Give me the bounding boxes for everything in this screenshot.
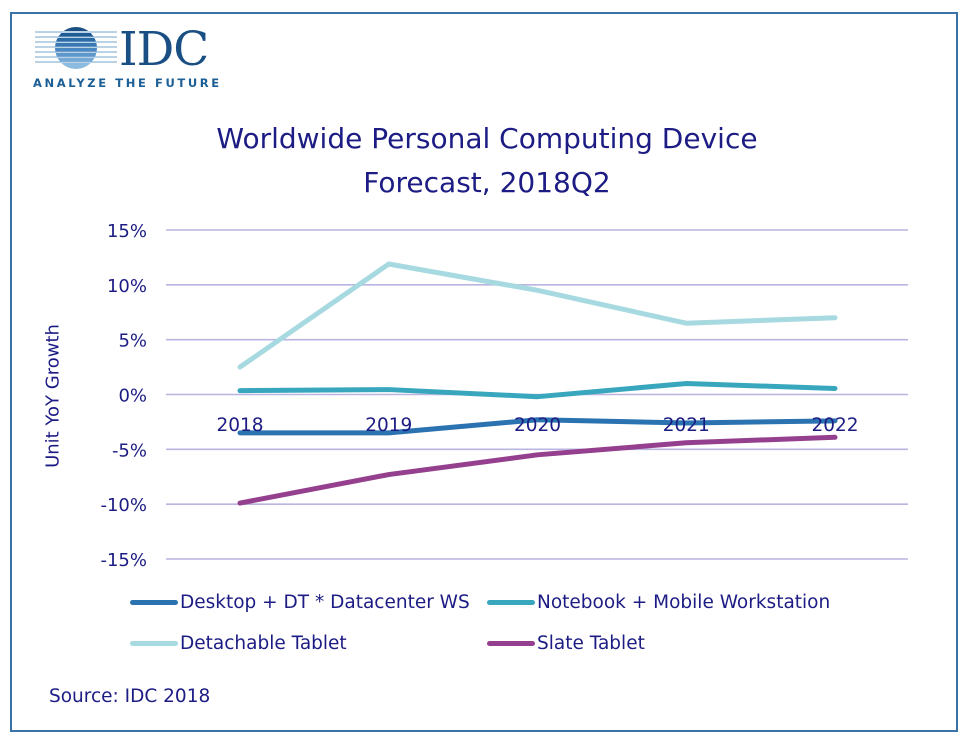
legend-item-desktop: Desktop + DT * Datacenter WS (130, 592, 470, 613)
legend-label-desktop: Desktop + DT * Datacenter WS (180, 592, 470, 613)
y-tick-label: 5% (118, 331, 147, 352)
source-note: Source: IDC 2018 (49, 686, 211, 707)
x-tick-label: 2021 (663, 415, 710, 436)
legend-item-notebook: Notebook + Mobile Workstation (487, 592, 830, 613)
chart-frame (10, 12, 958, 732)
y-tick-label: -10% (100, 495, 147, 516)
x-tick-label: 2019 (365, 415, 412, 436)
logo-tagline: ANALYZE THE FUTURE (33, 76, 222, 90)
y-tick-label: 10% (107, 276, 147, 297)
legend-label-notebook: Notebook + Mobile Workstation (537, 592, 831, 613)
x-tick-label: 2022 (811, 415, 858, 436)
chart-title-line-2: Forecast, 2018Q2 (363, 166, 611, 199)
x-tick-label: 2020 (514, 415, 561, 436)
y-tick-label: 15% (107, 221, 147, 242)
legend-swatch-detachable (130, 641, 178, 646)
series-line-2 (237, 261, 838, 370)
legend-swatch-notebook (487, 600, 535, 605)
idc-brand-text: IDC (119, 22, 209, 77)
y-tick-label: -15% (100, 550, 147, 571)
legend-swatch-slate (487, 641, 535, 646)
legend-label-slate: Slate Tablet (537, 633, 645, 654)
x-tick-label: 2018 (216, 415, 263, 436)
legend-swatch-desktop (130, 600, 178, 605)
y-tick-label: -5% (112, 440, 147, 461)
series-line-3 (237, 434, 838, 506)
chart-title-line-1: Worldwide Personal Computing Device (216, 122, 758, 155)
legend-label-detachable: Detachable Tablet (180, 633, 347, 654)
legend-item-detachable: Detachable Tablet (130, 633, 347, 654)
legend-item-slate: Slate Tablet (487, 633, 645, 654)
idc-globe-logo-icon (35, 27, 117, 69)
y-tick-label: 0% (118, 386, 147, 407)
